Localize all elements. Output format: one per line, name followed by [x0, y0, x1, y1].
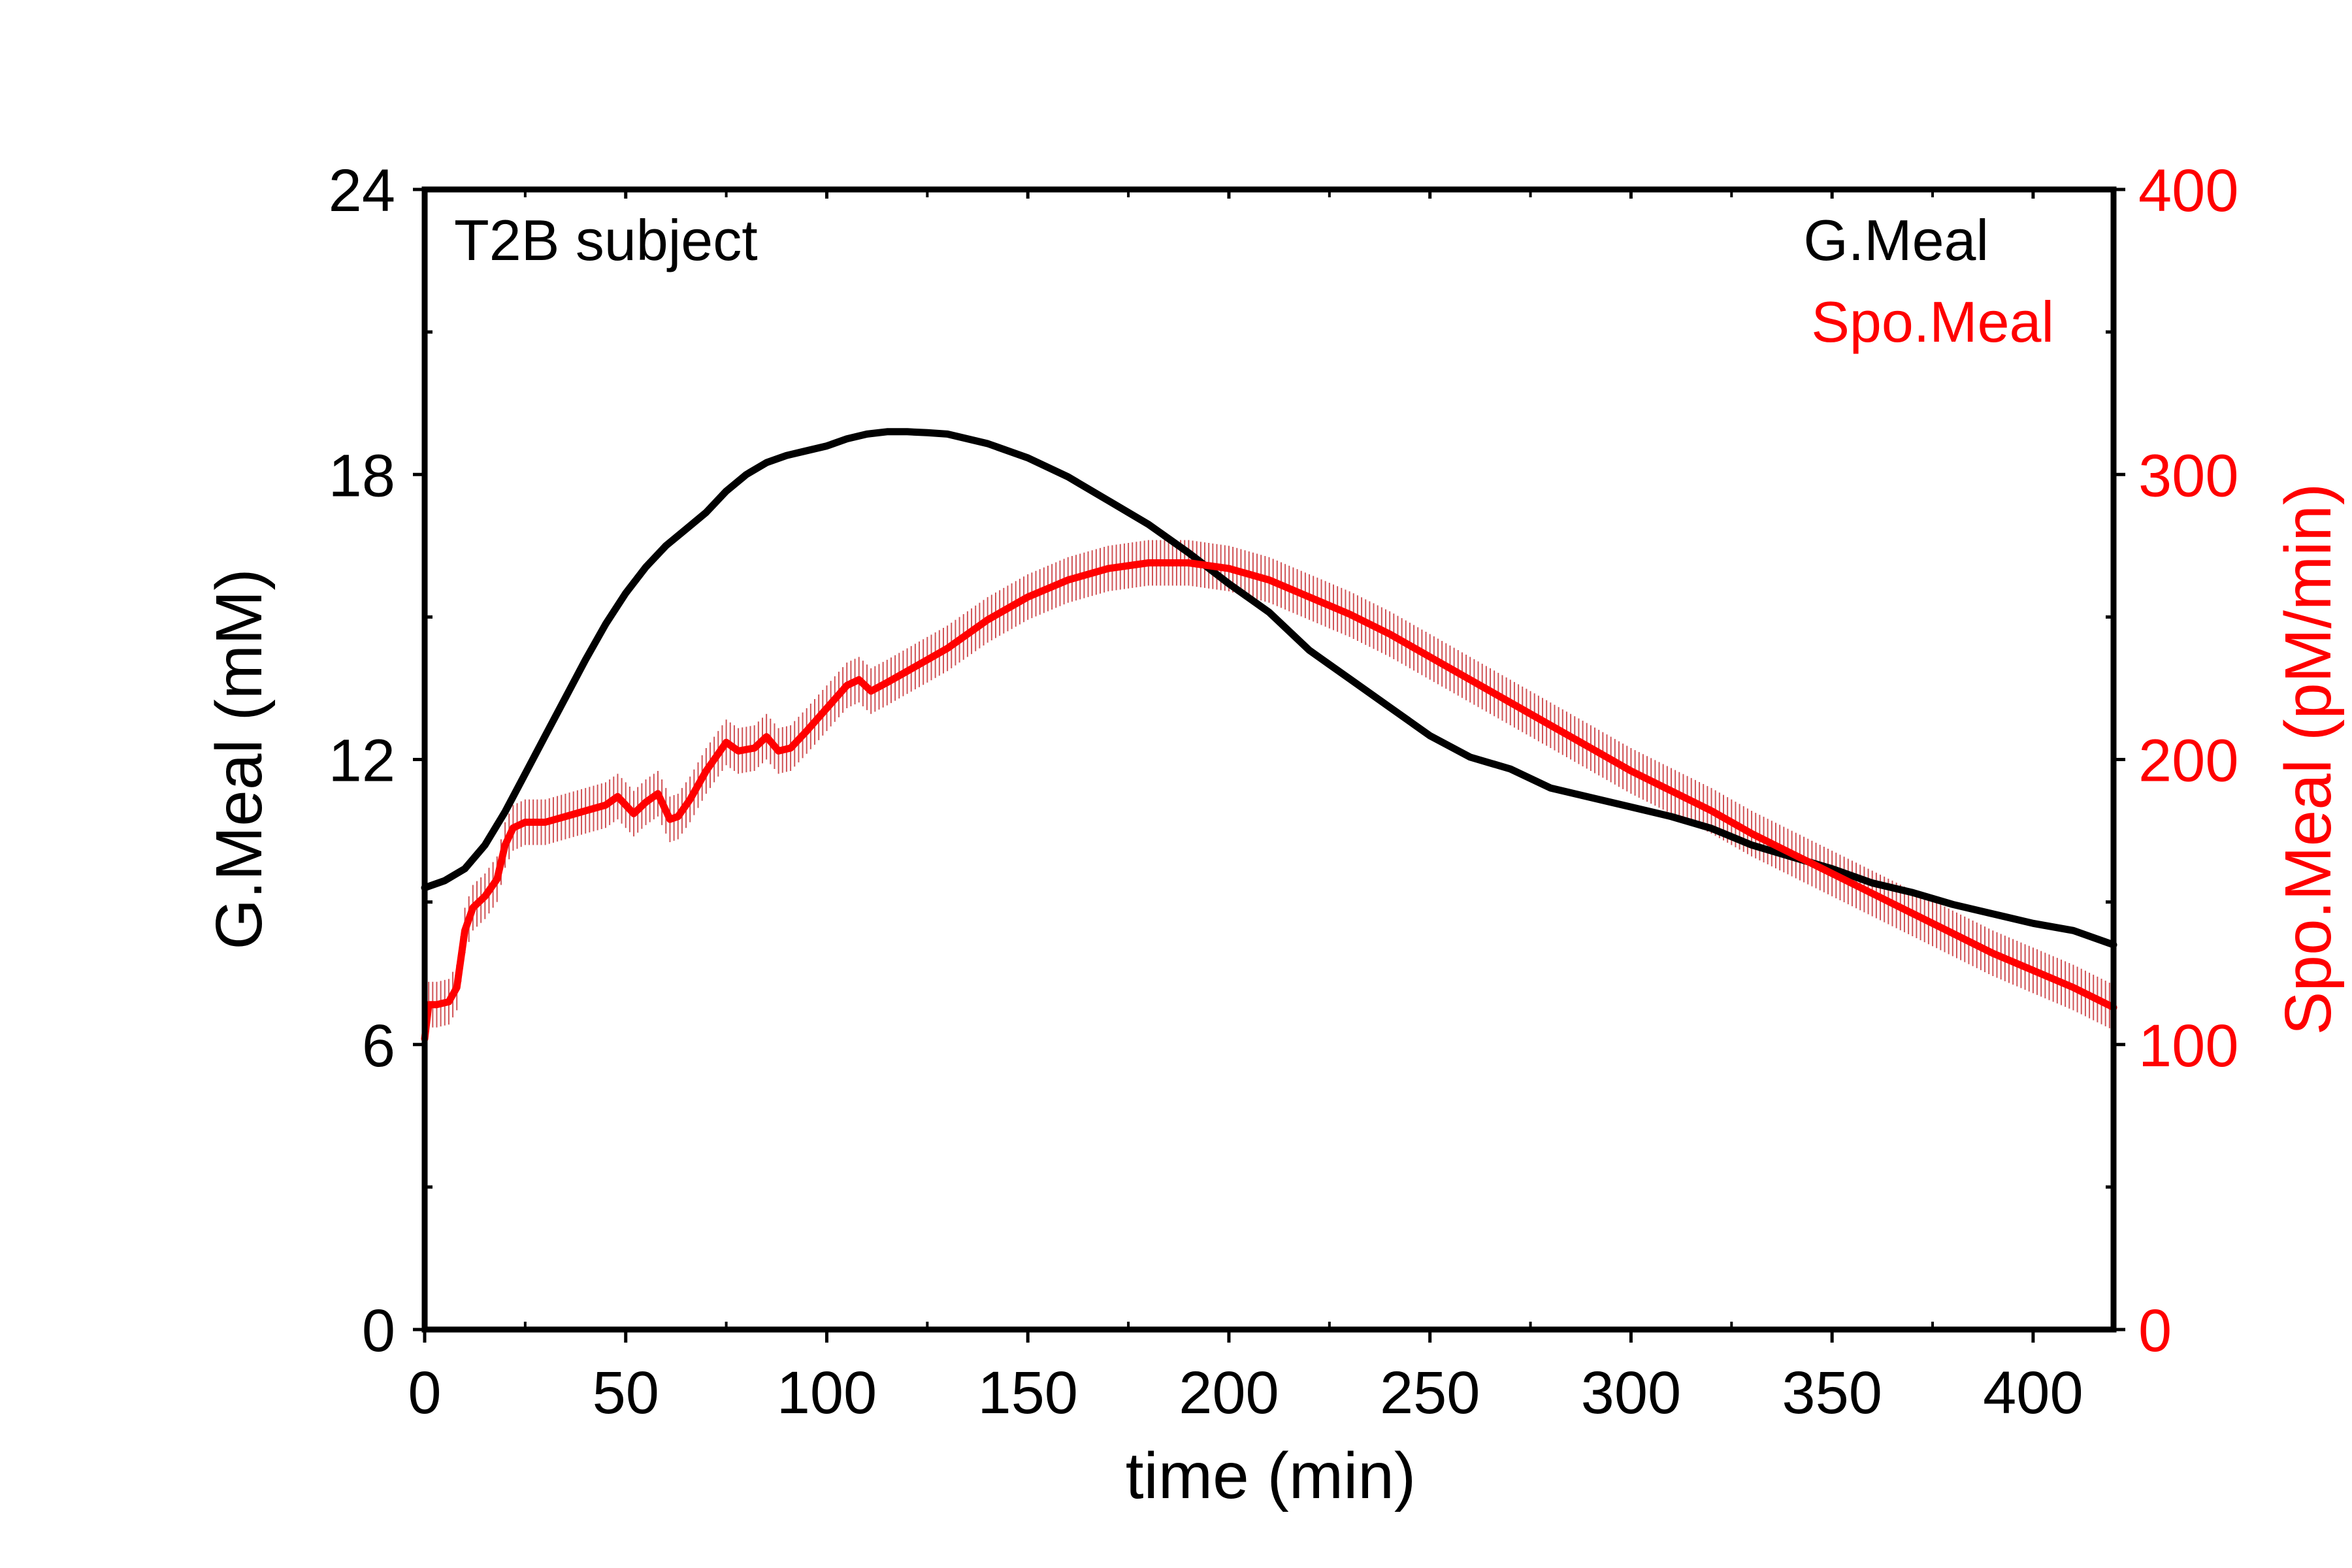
right-y-tick-label: 400 — [2138, 157, 2239, 224]
right-y-tick-label: 300 — [2138, 442, 2239, 509]
right-y-tick-label: 0 — [2138, 1298, 2172, 1364]
subject-annotation: T2B subject — [454, 208, 758, 272]
left-y-tick-label: 18 — [329, 442, 395, 509]
x-tick-label: 50 — [593, 1360, 659, 1426]
left-y-tick-label: 24 — [329, 157, 395, 224]
right-y-tick-label: 200 — [2138, 728, 2239, 794]
series-layer — [421, 428, 2117, 1043]
axis-ticks — [413, 188, 2125, 1343]
x-tick-label: 150 — [977, 1360, 1078, 1426]
x-tick-label: 0 — [408, 1360, 441, 1426]
x-tick-label: 300 — [1581, 1360, 1682, 1426]
left-y-axis-title: G.Meal (mM) — [203, 568, 276, 949]
x-tick-label: 350 — [1782, 1360, 1882, 1426]
legend-entry-g-meal: G.Meal — [1803, 208, 1989, 272]
left-y-tick-label: 0 — [362, 1298, 395, 1364]
left-y-tick-label: 6 — [362, 1013, 395, 1079]
right-y-tick-label: 100 — [2138, 1013, 2239, 1079]
tick-labels: 0 50 100 150 200 250 300 350 400 0 6 12 18 24 0 100 200 3… — [329, 157, 2239, 1426]
left-y-tick-label: 12 — [329, 728, 395, 794]
x-axis-title: time (min) — [1126, 1439, 1416, 1512]
x-tick-label: 400 — [1983, 1360, 2083, 1426]
spo-meal-line — [421, 559, 2117, 1043]
right-y-axis-title: Spo.Meal (pM/min) — [2272, 483, 2345, 1036]
g-meal-line — [421, 428, 2117, 949]
legend-entry-spo-meal: Spo.Meal — [1811, 289, 2054, 354]
x-tick-label: 250 — [1380, 1360, 1480, 1426]
x-tick-label: 100 — [777, 1360, 877, 1426]
x-tick-label: 200 — [1179, 1360, 1279, 1426]
